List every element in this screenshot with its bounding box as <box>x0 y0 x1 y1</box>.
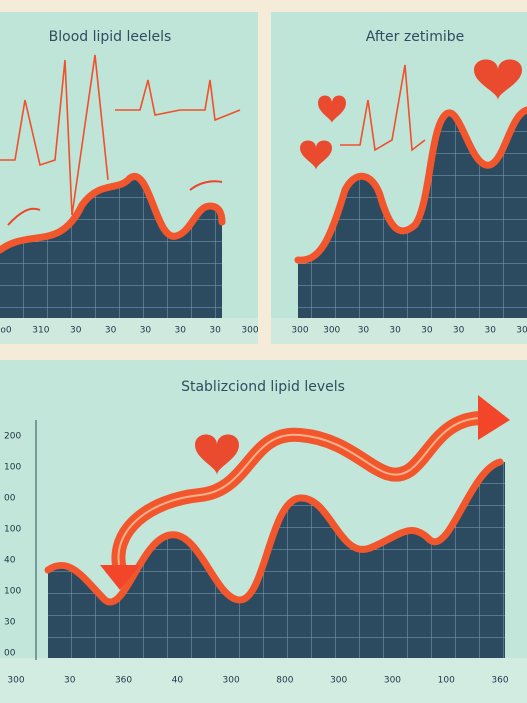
x-tick-label: 300 <box>291 326 308 336</box>
x-tick-label: 30 <box>70 326 82 336</box>
x-tick-label: 800 <box>276 676 293 686</box>
y-tick-label: 00 <box>4 649 16 659</box>
axis-strip <box>271 318 527 344</box>
y-tick-label: 100 <box>4 587 21 597</box>
x-tick-label: 30 <box>453 326 465 336</box>
panel-stabilized: Stablizciond lipid levels <box>0 360 527 703</box>
ecg-lines <box>0 54 241 216</box>
y-tick-label: 200 <box>4 432 21 442</box>
arrow <box>189 180 223 191</box>
x-tick-label: 40 <box>172 676 184 686</box>
x-tick-label: 360 <box>491 676 508 686</box>
trend-arrow-highlight <box>117 417 481 571</box>
grid-area <box>48 462 505 658</box>
x-tick-label: 310 <box>32 326 49 336</box>
panel-title: After zetimibe <box>366 29 464 45</box>
arrow <box>7 207 41 226</box>
arrow-head <box>100 565 140 590</box>
x-tick-label: 100 <box>438 676 455 686</box>
x-tick-label: 30 <box>175 326 187 336</box>
grid-area <box>0 176 222 318</box>
x-tick-label: 300 <box>223 676 240 686</box>
x-tick-label: 300 <box>330 676 347 686</box>
y-tick-label: 100 <box>4 525 21 535</box>
y-tick-label: 40 <box>4 556 16 566</box>
x-tick-label: 30 <box>485 326 497 336</box>
x-tick-label: 300 <box>7 676 24 686</box>
arrow-head <box>478 395 510 440</box>
x-tick-label: 30 <box>389 326 401 336</box>
panel-title: Stablizciond lipid levels <box>181 379 345 395</box>
grid-area <box>298 110 527 318</box>
axis-strip <box>0 318 258 344</box>
x-tick-label: 30 <box>105 326 117 336</box>
x-tick-label: 30 <box>209 326 221 336</box>
lipid-curve <box>0 173 226 254</box>
x-tick-label: 300 <box>323 326 340 336</box>
x-tick-label: 300 <box>384 676 401 686</box>
x-tick-label: 360 <box>115 676 132 686</box>
heart <box>300 140 332 170</box>
y-tick-label: 30 <box>4 618 16 628</box>
x-tick-label: o0 <box>0 326 12 336</box>
lipid-curve <box>294 106 527 264</box>
y-tick-label: 00 <box>4 494 16 504</box>
x-tick-label: 30 <box>516 326 527 336</box>
axis-strip <box>0 658 527 703</box>
panel-after: After zetimibe <box>271 12 527 344</box>
heart <box>195 434 239 475</box>
x-tick-label: 30 <box>64 676 76 686</box>
x-tick-label: 30 <box>140 326 152 336</box>
lipid-curve <box>44 458 504 606</box>
panel-before: Blood lipid leelels <box>0 12 258 344</box>
heart <box>474 59 522 100</box>
panel-title: Blood lipid leelels <box>49 29 172 45</box>
x-tick-label: 300 <box>241 326 258 336</box>
y-tick-label: 100 <box>4 463 21 473</box>
heart <box>318 95 346 123</box>
x-tick-label: 30 <box>358 326 370 336</box>
x-tick-label: 30 <box>421 326 433 336</box>
ecg-lines <box>340 64 426 152</box>
